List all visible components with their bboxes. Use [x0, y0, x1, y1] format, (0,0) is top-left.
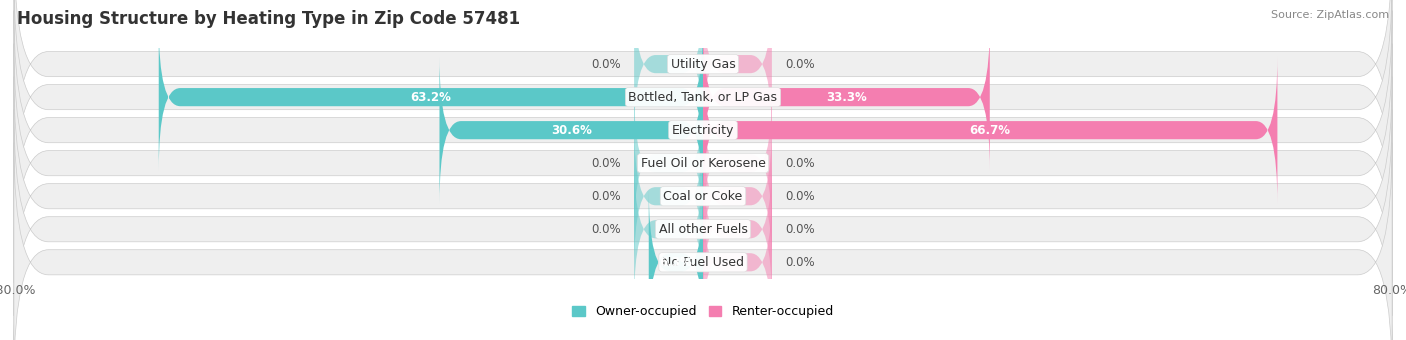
Text: 0.0%: 0.0% [785, 157, 814, 170]
Text: Electricity: Electricity [672, 124, 734, 137]
FancyBboxPatch shape [634, 0, 703, 138]
FancyBboxPatch shape [703, 123, 772, 270]
Text: No Fuel Used: No Fuel Used [662, 256, 744, 269]
Text: 0.0%: 0.0% [785, 190, 814, 203]
FancyBboxPatch shape [703, 156, 772, 303]
FancyBboxPatch shape [14, 0, 1392, 184]
Text: 66.7%: 66.7% [970, 124, 1011, 137]
FancyBboxPatch shape [14, 143, 1392, 340]
Text: 0.0%: 0.0% [785, 57, 814, 71]
FancyBboxPatch shape [634, 156, 703, 303]
FancyBboxPatch shape [440, 57, 703, 204]
Text: Source: ZipAtlas.com: Source: ZipAtlas.com [1271, 10, 1389, 20]
FancyBboxPatch shape [14, 44, 1392, 283]
FancyBboxPatch shape [703, 57, 1278, 204]
Text: Coal or Coke: Coal or Coke [664, 190, 742, 203]
FancyBboxPatch shape [14, 76, 1392, 316]
Text: 0.0%: 0.0% [785, 223, 814, 236]
Text: 0.0%: 0.0% [592, 190, 621, 203]
FancyBboxPatch shape [159, 24, 703, 171]
Text: 33.3%: 33.3% [825, 91, 866, 104]
Text: 0.0%: 0.0% [592, 57, 621, 71]
FancyBboxPatch shape [648, 189, 703, 336]
Text: 63.2%: 63.2% [411, 91, 451, 104]
Text: Housing Structure by Heating Type in Zip Code 57481: Housing Structure by Heating Type in Zip… [17, 10, 520, 28]
Text: Fuel Oil or Kerosene: Fuel Oil or Kerosene [641, 157, 765, 170]
Text: 0.0%: 0.0% [592, 223, 621, 236]
FancyBboxPatch shape [703, 189, 772, 336]
Text: Bottled, Tank, or LP Gas: Bottled, Tank, or LP Gas [628, 91, 778, 104]
Text: 0.0%: 0.0% [592, 157, 621, 170]
FancyBboxPatch shape [634, 123, 703, 270]
Text: 0.0%: 0.0% [785, 256, 814, 269]
Text: Utility Gas: Utility Gas [671, 57, 735, 71]
FancyBboxPatch shape [14, 11, 1392, 250]
Legend: Owner-occupied, Renter-occupied: Owner-occupied, Renter-occupied [568, 301, 838, 323]
Text: 30.6%: 30.6% [551, 124, 592, 137]
FancyBboxPatch shape [14, 0, 1392, 217]
FancyBboxPatch shape [634, 90, 703, 237]
FancyBboxPatch shape [703, 0, 772, 138]
Text: All other Fuels: All other Fuels [658, 223, 748, 236]
FancyBboxPatch shape [14, 110, 1392, 340]
FancyBboxPatch shape [703, 90, 772, 237]
Text: 6.3%: 6.3% [659, 256, 692, 269]
FancyBboxPatch shape [703, 24, 990, 171]
